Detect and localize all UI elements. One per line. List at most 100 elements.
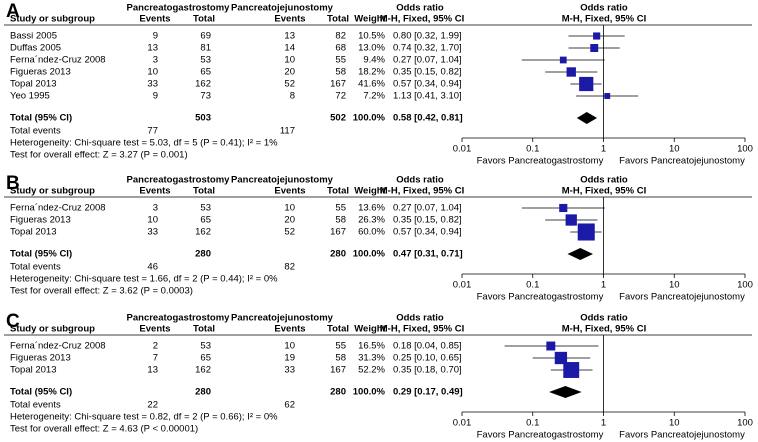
total: 55 <box>335 55 346 66</box>
events: 10 <box>147 67 158 78</box>
x-tick-label: 100 <box>737 280 753 291</box>
events: 10 <box>284 341 295 352</box>
study-name: Figueras 2013 <box>10 67 71 78</box>
events: 9 <box>153 31 158 42</box>
events-header: Events <box>139 186 170 197</box>
group1-header: Pancreatogastrostomy <box>127 313 231 324</box>
events: 33 <box>147 79 158 90</box>
or-header: Odds ratio <box>396 3 444 14</box>
total: 72 <box>335 91 346 102</box>
total-label: Total (95% CI) <box>10 113 72 124</box>
favors-right: Favors Pancreatojejunostomy <box>619 156 745 167</box>
weight: 100.0% <box>353 387 386 398</box>
or-plot-header: Odds ratio <box>580 313 628 324</box>
x-tick-label: 0.01 <box>453 280 472 291</box>
total-events-label: Total events <box>10 126 61 137</box>
total: 65 <box>200 353 211 364</box>
study-name: Topal 2013 <box>10 227 56 238</box>
events: 77 <box>147 126 158 137</box>
odds-ratio: 1.13 [0.41, 3.10] <box>393 91 462 102</box>
total: 280 <box>330 249 346 260</box>
events: 33 <box>284 365 295 376</box>
total: 69 <box>200 31 211 42</box>
weight: 7.2% <box>363 91 385 102</box>
total: 162 <box>195 227 211 238</box>
odds-ratio: 0.27 [0.07, 1.04] <box>393 203 462 214</box>
total-header: Total <box>193 14 215 25</box>
total: 167 <box>330 365 346 376</box>
events: 2 <box>153 341 158 352</box>
or-plot-header: Odds ratio <box>580 3 628 14</box>
study-name: Figueras 2013 <box>10 353 71 364</box>
events: 3 <box>153 55 158 66</box>
or-header: Odds ratio <box>396 313 444 324</box>
method-header: M-H, Fixed, 95% CI <box>380 186 464 197</box>
study-square <box>546 341 556 351</box>
events: 13 <box>147 43 158 54</box>
x-tick-label: 0.01 <box>453 144 472 155</box>
favors-right: Favors Pancreatojejunostomy <box>619 430 745 441</box>
total-label: Total (95% CI) <box>10 387 72 398</box>
total: 65 <box>200 215 211 226</box>
total: 502 <box>330 113 346 124</box>
weight-header: Weight <box>354 186 386 197</box>
odds-ratio: 0.27 [0.07, 1.04] <box>393 55 462 66</box>
events: 14 <box>284 43 295 54</box>
total-header: Total <box>327 186 349 197</box>
total-header: Total <box>193 324 215 335</box>
method-header: M-H, Fixed, 95% CI <box>380 14 464 25</box>
total: 58 <box>335 215 346 226</box>
study-name: Duffas 2005 <box>10 43 61 54</box>
events: 10 <box>147 215 158 226</box>
group1-header: Pancreatogastrostomy <box>127 3 231 14</box>
x-tick-label: 0.1 <box>526 144 539 155</box>
events: 33 <box>147 227 158 238</box>
odds-ratio: 0.57 [0.34, 0.94] <box>393 79 462 90</box>
study-square <box>559 203 568 213</box>
odds-ratio: 0.35 [0.15, 0.82] <box>393 215 462 226</box>
overall-effect: Test for overall effect: Z = 4.63 (P < 0… <box>10 424 198 435</box>
events-header: Events <box>139 324 170 335</box>
total: 55 <box>335 341 346 352</box>
odds-ratio: 0.47 [0.31, 0.71] <box>393 249 463 260</box>
total: 503 <box>195 113 211 124</box>
events: 52 <box>284 79 295 90</box>
weight: 41.6% <box>358 79 385 90</box>
weight: 60.0% <box>358 227 385 238</box>
weight: 18.2% <box>358 67 385 78</box>
favors-left: Favors Pancreatogastrostomy <box>477 292 604 303</box>
events: 3 <box>153 203 158 214</box>
odds-ratio: 0.29 [0.17, 0.49] <box>393 387 463 398</box>
odds-ratio: 0.35 [0.15, 0.82] <box>393 67 462 78</box>
weight: 10.5% <box>358 31 385 42</box>
study-square <box>590 44 599 52</box>
total: 162 <box>195 79 211 90</box>
x-tick-label: 0.01 <box>453 418 472 429</box>
total: 65 <box>200 67 211 78</box>
total: 53 <box>200 55 211 66</box>
x-tick-label: 10 <box>669 144 680 155</box>
odds-ratio: 0.74 [0.32, 1.70] <box>393 43 462 54</box>
group2-header: Pancreatojejunostomy <box>231 313 334 324</box>
study-square <box>554 351 568 365</box>
group2-header: Pancreatojejunostomy <box>231 3 334 14</box>
favors-right: Favors Pancreatojejunostomy <box>619 292 745 303</box>
overall-effect: Test for overall effect: Z = 3.27 (P = 0… <box>10 150 188 161</box>
weight: 26.3% <box>358 215 385 226</box>
study-name: Ferna´ndez-Cruz 2008 <box>10 341 106 352</box>
study-name: Topal 2013 <box>10 79 56 90</box>
total: 58 <box>335 353 346 364</box>
study-header: Study or subgroup <box>10 324 95 335</box>
events-header: Events <box>274 324 305 335</box>
total: 58 <box>335 67 346 78</box>
heterogeneity: Heterogeneity: Chi-square test = 5.03, d… <box>10 138 278 149</box>
events: 20 <box>284 67 295 78</box>
events: 13 <box>284 31 295 42</box>
study-name: Bassi 2005 <box>10 31 57 42</box>
study-header: Study or subgroup <box>10 14 95 25</box>
weight: 52.2% <box>358 365 385 376</box>
x-tick-label: 1 <box>601 144 606 155</box>
panel-label: C <box>6 311 20 332</box>
total: 55 <box>335 203 346 214</box>
events: 10 <box>284 55 295 66</box>
